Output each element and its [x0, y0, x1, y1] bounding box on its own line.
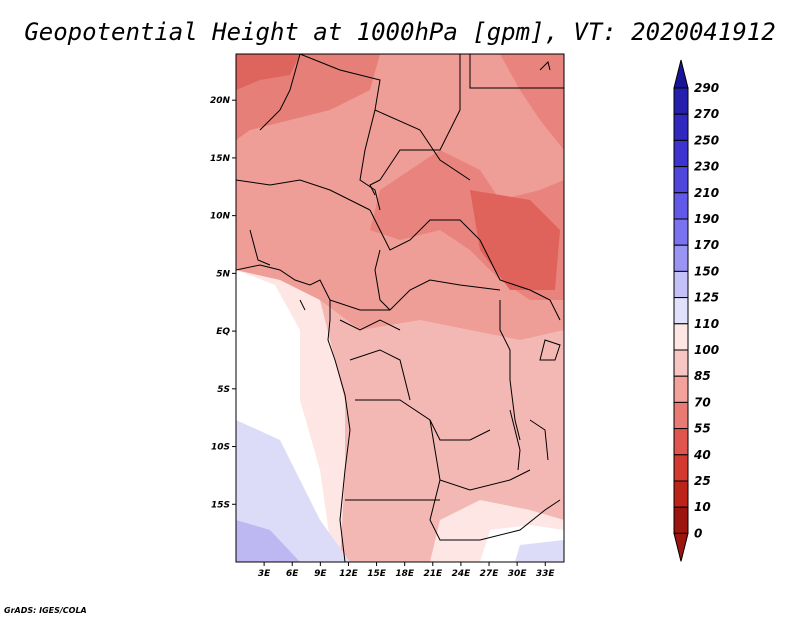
colorbar-label: 110	[694, 317, 719, 331]
colorbar-label: 85	[694, 369, 711, 383]
colorbar-label: 170	[694, 238, 719, 252]
y-tick-label: 5S	[217, 385, 230, 395]
x-tick-label: 15E	[367, 569, 387, 579]
y-tick-label: 5N	[216, 269, 230, 279]
colorbar-swatch	[673, 323, 689, 351]
x-axis: 3E 6E 9E 12E 15E 18E 21E 24E 27E 30E 33E	[258, 562, 556, 579]
x-tick-label: 9E	[314, 569, 327, 579]
y-tick-label: EQ	[216, 327, 230, 337]
colorbar-label: 190	[694, 212, 719, 226]
colorbar-swatch	[673, 375, 689, 403]
x-tick-label: 33E	[536, 569, 556, 579]
map-frame	[235, 53, 565, 563]
field-region-south-east-high	[515, 540, 564, 562]
field-region-congo-mid	[380, 380, 470, 470]
x-tick-label: 30E	[508, 569, 528, 579]
colorbar-swatch	[673, 428, 689, 456]
colorbar-label: 100	[694, 343, 719, 357]
colorbar-swatch	[673, 139, 689, 168]
country-borders	[236, 54, 564, 562]
colorbar-label: 150	[694, 264, 719, 278]
field-region-northeast	[500, 54, 564, 150]
x-tick-label: 27E	[480, 569, 500, 579]
colorbar-label: 270	[694, 107, 719, 121]
x-tick-label: 24E	[452, 569, 472, 579]
colorbar-swatch	[673, 506, 689, 534]
colorbar-label: 125	[694, 291, 719, 305]
y-tick-label: 10N	[210, 212, 231, 222]
y-axis: 20N 15N 10N 5N EQ 5S 10S 15S	[210, 96, 236, 510]
field-region-ocean-high	[236, 420, 350, 562]
colorbar-label: 55	[694, 422, 711, 436]
colorbar-swatch	[673, 480, 689, 508]
y-tick-label: 15N	[210, 154, 231, 164]
colorbar-swatch	[673, 297, 689, 325]
x-tick-label: 21E	[423, 569, 443, 579]
colorbar-swatch	[673, 218, 689, 246]
x-tick-label: 6E	[286, 569, 299, 579]
map-title: Geopotential Height at 1000hPa [gpm], VT…	[24, 18, 775, 46]
y-tick-label: 10S	[211, 443, 230, 453]
colorbar-swatch	[673, 244, 689, 272]
colorbar-swatch	[673, 349, 689, 377]
y-tick-label: 15S	[211, 500, 230, 510]
colorbar-label: 25	[694, 474, 711, 488]
colorbar-swatch	[673, 270, 689, 299]
field-region-northwest-core	[236, 54, 300, 90]
colorbar-label: 0	[694, 526, 702, 540]
colorbar-label: 210	[694, 186, 719, 200]
colorbar-swatch	[673, 192, 689, 220]
colorbar-bottom-arrow	[673, 532, 689, 562]
field-region-ocean-higher	[236, 520, 300, 562]
colorbar-swatch	[673, 87, 689, 115]
colorbar-label: 10	[694, 500, 711, 514]
colorbar: 2902702502302101901701501251101008570554…	[673, 59, 719, 562]
x-tick-label: 18E	[395, 569, 415, 579]
x-tick-label: 3E	[258, 569, 271, 579]
colorbar-label: 70	[694, 395, 711, 409]
grads-credit: GrADS: IGES/COLA	[4, 606, 87, 615]
colorbar-swatch	[673, 166, 689, 194]
y-tick-label: 20N	[210, 96, 231, 106]
colorbar-label: 40	[693, 448, 711, 462]
colorbar-label: 230	[694, 160, 719, 174]
colorbar-label: 250	[694, 133, 719, 147]
colorbar-label: 290	[694, 81, 719, 95]
x-tick-label: 12E	[339, 569, 359, 579]
colorbar-swatch	[673, 454, 689, 482]
colorbar-top-arrow	[673, 59, 689, 89]
map-plot-area	[236, 54, 564, 562]
colorbar-swatch	[673, 113, 689, 141]
colorbar-swatch	[673, 401, 689, 430]
